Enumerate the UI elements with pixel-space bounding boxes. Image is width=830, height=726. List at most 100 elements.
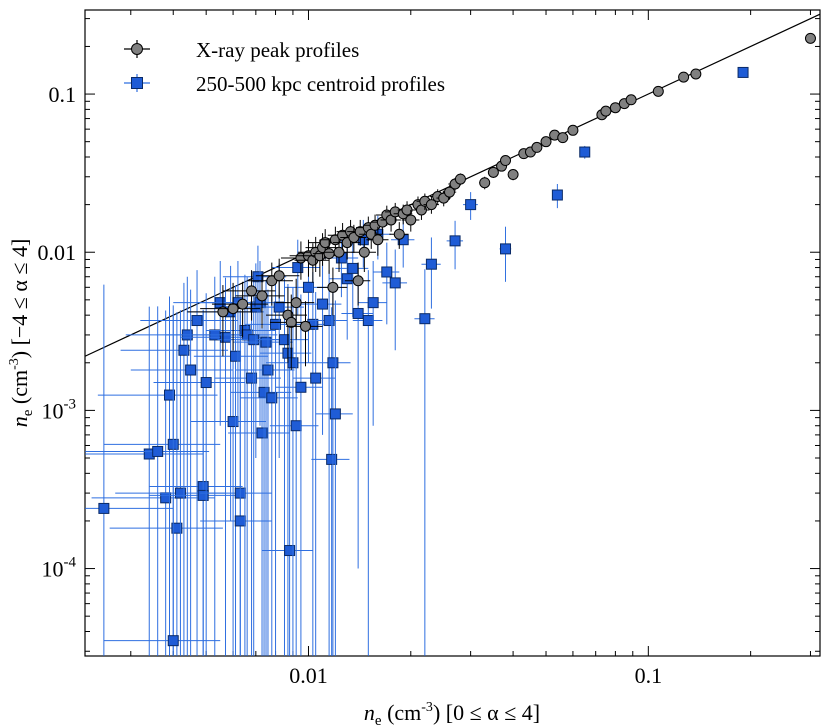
- x-axis-label: ne (cm-3) [0 ≤ α ≤ 4]: [364, 700, 540, 726]
- circle-marker: [425, 199, 437, 211]
- circle-marker: [557, 132, 569, 144]
- axis-tick-labels: 0.01 0.1 0.1 0.01 10-3 10-4: [38, 82, 663, 688]
- square-marker: [266, 392, 278, 404]
- centroid-point: [312, 287, 351, 656]
- circle-marker: [290, 297, 302, 309]
- square-marker: [302, 281, 314, 293]
- circle-marker: [678, 71, 690, 83]
- xray-point: [487, 166, 499, 178]
- square-marker: [227, 416, 239, 428]
- xray-point: [286, 301, 323, 367]
- square-marker: [326, 453, 338, 465]
- centroid-point: [109, 312, 223, 656]
- xray-point: [351, 236, 376, 272]
- plot-frame: [84, 9, 821, 657]
- circle-marker: [609, 102, 621, 114]
- square-marker: [551, 189, 563, 201]
- xray-point: [804, 32, 816, 44]
- xray-point: [625, 94, 637, 106]
- centroid-point: [262, 312, 313, 656]
- xray-point: [235, 273, 285, 329]
- circle-marker: [299, 320, 311, 332]
- square-marker: [270, 318, 282, 330]
- square-marker: [362, 315, 374, 327]
- square-marker: [167, 635, 179, 647]
- square-marker: [178, 344, 190, 356]
- centroid-point: [214, 292, 281, 656]
- square-marker: [579, 146, 591, 158]
- square-marker: [465, 199, 477, 211]
- xray-point: [187, 285, 252, 357]
- square-marker: [310, 372, 322, 384]
- square-marker: [185, 364, 197, 376]
- circle-marker: [625, 94, 637, 106]
- square-marker: [152, 445, 164, 457]
- xray-point: [690, 68, 702, 80]
- centroid-point: [130, 289, 234, 656]
- circle-marker: [237, 298, 249, 310]
- circle-marker: [507, 169, 519, 181]
- xray-point: [401, 209, 420, 232]
- x-tick-label: 0.1: [635, 663, 663, 688]
- xray-point: [317, 267, 348, 316]
- centroid-point: [275, 294, 323, 656]
- square-marker: [252, 271, 264, 283]
- legend-entry-xray-peak: X-ray peak profiles: [124, 38, 359, 62]
- xray-point: [344, 262, 371, 306]
- xray-point: [453, 173, 467, 186]
- centroid-point: [91, 310, 215, 656]
- centroid-point: [153, 293, 245, 656]
- xray-point: [567, 124, 579, 136]
- y-tick-label: 10-4: [42, 555, 77, 582]
- circle-marker: [393, 228, 405, 240]
- xray-point: [600, 105, 612, 117]
- y-tick-label: 0.1: [49, 82, 77, 107]
- circle-marker: [540, 136, 552, 148]
- centroid-point: [551, 184, 563, 209]
- centroid-point: [421, 237, 441, 309]
- legend-label-centroid: 250-500 kpc centroid profiles: [196, 72, 445, 96]
- y-tick-label: 0.01: [38, 240, 77, 265]
- centroid-point: [190, 301, 267, 656]
- xray-point: [507, 169, 519, 181]
- xray-point: [255, 258, 300, 299]
- xray-point: [312, 238, 344, 274]
- circle-marker: [372, 234, 384, 246]
- square-marker: [256, 427, 268, 439]
- centroid-point: [149, 310, 243, 656]
- circle-marker: [804, 32, 816, 44]
- square-marker: [292, 262, 304, 274]
- square-marker: [230, 350, 242, 362]
- centroid-point: [120, 282, 229, 656]
- centroid-point: [85, 284, 174, 656]
- xray-point: [549, 129, 561, 141]
- centroid-point: [382, 249, 408, 351]
- legend: X-ray peak profiles 250-500 kpc centroid…: [124, 38, 445, 96]
- circle-marker: [479, 177, 491, 189]
- circle-marker: [246, 285, 258, 297]
- square-marker: [389, 277, 401, 289]
- centroid-point: [315, 300, 353, 656]
- xray-point: [531, 141, 543, 153]
- centroid-point: [228, 303, 290, 656]
- xray-point: [423, 196, 439, 214]
- circle-marker: [487, 166, 499, 178]
- centroid-point: [463, 192, 478, 220]
- square-marker: [327, 357, 339, 369]
- centroid-point: [341, 266, 374, 569]
- data-series: [85, 32, 816, 656]
- circle-marker: [652, 85, 664, 97]
- square-marker: [273, 301, 285, 313]
- centroid-point: [579, 145, 591, 159]
- square-marker: [500, 243, 512, 255]
- circle-marker: [690, 68, 702, 80]
- xray-point: [500, 155, 512, 167]
- centroid-point: [115, 310, 226, 656]
- square-marker: [191, 315, 203, 327]
- xray-point: [479, 176, 491, 190]
- centroid-point: [446, 220, 464, 270]
- xray-point: [389, 222, 409, 249]
- circle-marker: [352, 275, 364, 287]
- square-marker: [234, 515, 246, 527]
- circle-marker: [217, 306, 229, 318]
